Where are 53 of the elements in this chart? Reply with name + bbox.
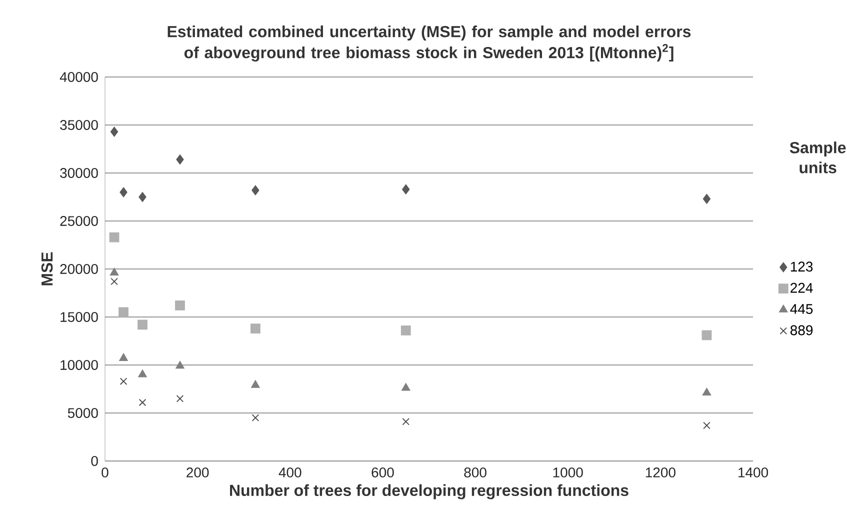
point <box>176 394 184 402</box>
point <box>138 398 146 406</box>
point <box>120 378 128 385</box>
point <box>252 414 260 422</box>
y-tick-label: 35000 <box>60 120 98 130</box>
point <box>119 353 128 361</box>
y-tick-label: 30000 <box>60 168 98 178</box>
point <box>110 126 118 137</box>
point <box>109 232 120 242</box>
legend-label: 224 <box>790 282 813 293</box>
y-tick-label: 25000 <box>60 216 98 226</box>
legend-label: 123 <box>790 262 813 272</box>
x-tick-label: 200 <box>186 468 209 478</box>
y-tick-label: 15000 <box>60 312 98 322</box>
point <box>138 320 148 330</box>
y-tick-label: 40000 <box>60 72 98 82</box>
x-tick-label: 1400 <box>738 468 768 478</box>
x-tick-label: 0 <box>102 468 108 478</box>
point <box>118 307 128 318</box>
x-tick-label: 1000 <box>553 468 583 478</box>
x-tick-label: 600 <box>372 468 394 478</box>
legend-label: 445 <box>790 304 813 314</box>
y-tick-label: 10000 <box>60 360 98 370</box>
point <box>176 154 184 165</box>
point <box>138 370 147 378</box>
point <box>702 194 711 204</box>
point <box>110 268 119 276</box>
point <box>138 192 146 202</box>
x-tick-label: 400 <box>278 468 302 478</box>
legend-label: 889 <box>790 325 813 336</box>
x-axis-title: Number of trees for developing regression functions <box>230 484 628 500</box>
point <box>250 324 260 334</box>
point <box>252 185 260 196</box>
legend-title: Sample units <box>790 142 846 174</box>
chart-title: Estimated combined uncertainty (MSE) for sample and model errors of aboveground tree biomass stock in Sweden 2013 [(Mtonne)$^{2}$] <box>168 26 691 62</box>
y-axis-title: MSE <box>41 252 53 286</box>
point <box>402 383 410 391</box>
x-tick-label: 800 <box>464 468 486 478</box>
y-tick-label: 5000 <box>68 408 98 418</box>
point <box>402 418 410 426</box>
point <box>176 361 184 369</box>
point <box>702 330 712 340</box>
point <box>175 300 185 310</box>
point <box>251 380 260 388</box>
y-tick-label: 20000 <box>60 264 98 274</box>
point <box>702 388 712 396</box>
point <box>110 278 118 286</box>
point <box>703 422 710 430</box>
y-tick-label: 0 <box>91 456 98 466</box>
x-tick-label: 1200 <box>646 468 676 478</box>
point <box>402 184 410 194</box>
point <box>120 187 128 198</box>
point <box>400 325 411 336</box>
